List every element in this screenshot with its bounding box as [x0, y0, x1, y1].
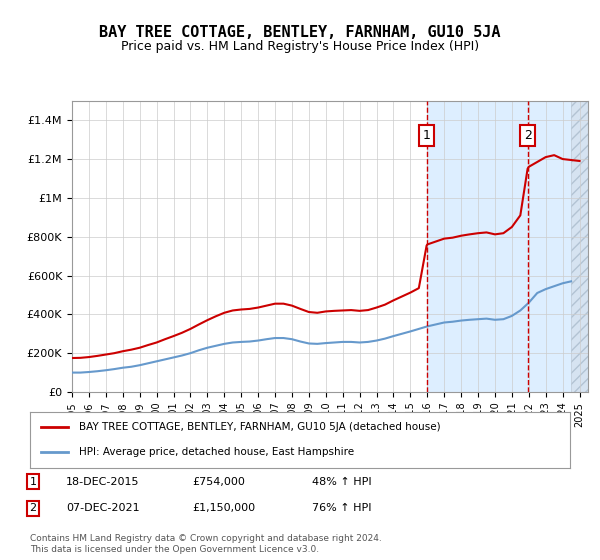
Text: 18-DEC-2015: 18-DEC-2015	[66, 477, 139, 487]
Text: 1: 1	[29, 477, 37, 487]
Text: £754,000: £754,000	[192, 477, 245, 487]
Text: This data is licensed under the Open Government Licence v3.0.: This data is licensed under the Open Gov…	[30, 545, 319, 554]
Text: HPI: Average price, detached house, East Hampshire: HPI: Average price, detached house, East…	[79, 447, 354, 457]
Text: 76% ↑ HPI: 76% ↑ HPI	[312, 503, 371, 514]
Text: Price paid vs. HM Land Registry's House Price Index (HPI): Price paid vs. HM Land Registry's House …	[121, 40, 479, 53]
Text: 07-DEC-2021: 07-DEC-2021	[66, 503, 140, 514]
Text: 48% ↑ HPI: 48% ↑ HPI	[312, 477, 371, 487]
Bar	[427, 101, 571, 392]
Text: 1: 1	[422, 129, 431, 142]
Text: BAY TREE COTTAGE, BENTLEY, FARNHAM, GU10 5JA (detached house): BAY TREE COTTAGE, BENTLEY, FARNHAM, GU10…	[79, 422, 440, 432]
Text: £1,150,000: £1,150,000	[192, 503, 255, 514]
Text: Contains HM Land Registry data © Crown copyright and database right 2024.: Contains HM Land Registry data © Crown c…	[30, 534, 382, 543]
Text: 2: 2	[524, 129, 532, 142]
Text: BAY TREE COTTAGE, BENTLEY, FARNHAM, GU10 5JA: BAY TREE COTTAGE, BENTLEY, FARNHAM, GU10…	[99, 25, 501, 40]
Text: 2: 2	[29, 503, 37, 514]
Bar	[571, 101, 588, 392]
